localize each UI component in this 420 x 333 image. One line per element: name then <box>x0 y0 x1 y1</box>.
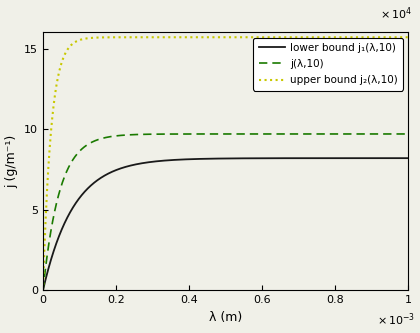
upper bound j₂(λ,10) <box>104 35 109 39</box>
Text: $\times\,10^{4}$: $\times\,10^{4}$ <box>380 6 412 22</box>
j(λ,10) <box>40 288 45 292</box>
lower bound j₁(λ,10) <box>405 156 410 160</box>
X-axis label: λ (m): λ (m) <box>209 311 242 324</box>
upper bound j₂(λ,10) <box>405 35 410 39</box>
j(λ,10) <box>82 145 87 149</box>
upper bound j₂(λ,10) <box>82 37 87 41</box>
j(λ,10) <box>104 136 109 140</box>
Line: j(λ,10): j(λ,10) <box>43 134 408 290</box>
lower bound j₁(λ,10) <box>359 156 364 160</box>
Y-axis label: j (g/m⁻¹): j (g/m⁻¹) <box>5 135 18 188</box>
lower bound j₁(λ,10) <box>196 157 201 161</box>
upper bound j₂(λ,10) <box>359 35 364 39</box>
j(λ,10) <box>181 132 186 136</box>
lower bound j₁(λ,10) <box>104 172 109 176</box>
lower bound j₁(λ,10) <box>181 158 186 162</box>
upper bound j₂(λ,10) <box>344 35 349 39</box>
j(λ,10) <box>359 132 364 136</box>
j(λ,10) <box>398 132 403 136</box>
upper bound j₂(λ,10) <box>196 35 201 39</box>
lower bound j₁(λ,10) <box>40 288 45 292</box>
upper bound j₂(λ,10) <box>181 35 186 39</box>
j(λ,10) <box>196 132 201 136</box>
Text: $\times\,10^{-3}$: $\times\,10^{-3}$ <box>377 311 415 328</box>
lower bound j₁(λ,10) <box>398 156 403 160</box>
upper bound j₂(λ,10) <box>398 35 403 39</box>
Line: upper bound j₂(λ,10): upper bound j₂(λ,10) <box>43 37 408 290</box>
j(λ,10) <box>405 132 410 136</box>
lower bound j₁(λ,10) <box>82 190 87 194</box>
Legend: lower bound j₁(λ,10), j(λ,10), upper bound j₂(λ,10): lower bound j₁(λ,10), j(λ,10), upper bou… <box>253 38 403 91</box>
Line: lower bound j₁(λ,10): lower bound j₁(λ,10) <box>43 158 408 290</box>
upper bound j₂(λ,10) <box>40 288 45 292</box>
